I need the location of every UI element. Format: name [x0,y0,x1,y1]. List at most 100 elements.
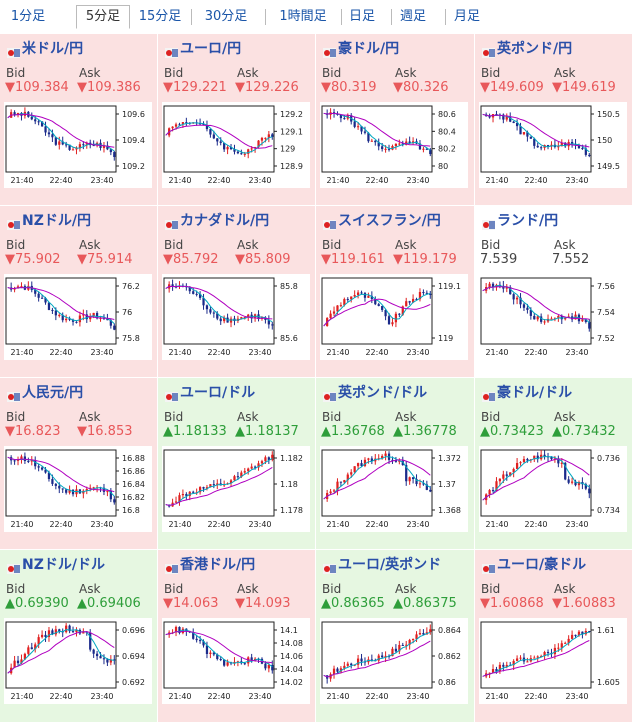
pair-panel[interactable]: NZドル/円 Bid Ask ▼75.902 ▼75.914 76.2 76 75.8 21:4… [0,206,158,378]
candle [267,319,270,325]
candle [58,314,61,316]
tab-7[interactable]: 月足 [453,9,480,24]
price-chart[interactable]: 76.2 76 75.8 21:40 22:40 23:40 [4,274,152,360]
pair-title[interactable]: 米ドル/円 [22,41,84,57]
price-chart[interactable]: 0.736 0.734 21:40 22:40 23:40 [479,446,627,532]
price-chart[interactable]: 109.6 109.4 109.2 21:40 22:40 23:40 [4,102,152,188]
candle [546,652,550,654]
price-chart[interactable]: 150.5 150 149.5 21:40 22:40 23:40 [479,102,627,188]
eu-gb-flag-icon [323,559,336,574]
down-arrow-icon: ▼ [321,80,331,95]
pair-panel[interactable]: ユーロ/円 Bid Ask ▼129.221 ▼129.226 129.2 129.1 129… [158,34,316,206]
up-arrow-icon: ▲ [235,424,245,439]
pair-title[interactable]: 香港ドル/円 [180,557,256,573]
candle [560,462,563,464]
candle [61,488,64,490]
candle [195,638,198,641]
candle [54,310,57,316]
nz-us-flag-icon [7,559,20,574]
pair-title[interactable]: ユーロ/豪ドル [497,557,587,573]
tab-6[interactable]: 週足 [399,9,426,24]
down-arrow-icon: ▼ [393,252,403,267]
pair-panel[interactable]: カナダドル/円 Bid Ask ▼85.792 ▼85.809 85.8 85.6 21:40… [158,206,316,378]
candle [44,126,47,133]
y-tick-label: 85.8 [280,282,298,291]
pair-panel[interactable]: スイスフラン/円 Bid Ask ▼119.161 ▼119.179 119.1 119 21… [316,206,475,378]
x-tick-label: 23:40 [90,348,113,357]
tab-2[interactable]: 15分足 [138,9,182,24]
candle [192,491,195,493]
tab-5[interactable]: 日足 [348,9,375,24]
pair-title[interactable]: 英ポンド/円 [497,41,573,57]
pair-panel[interactable]: ユーロ/豪ドル Bid Ask ▼1.60868 ▼1.60883 1.61 1.605 21… [475,550,633,723]
candle [415,479,418,485]
price-chart[interactable]: 80.6 80.4 80.2 80 21:40 22:40 23:40 [320,102,468,188]
price-chart[interactable]: 85.8 85.6 21:40 22:40 23:40 [162,274,310,360]
pair-title[interactable]: 人民元/円 [22,385,84,401]
pair-panel[interactable]: 人民元/円 Bid Ask ▼16.823 ▼16.853 16.88 16.86 16.84… [0,378,158,550]
candle [95,653,99,657]
up-arrow-icon: ▲ [5,596,15,611]
price-chart[interactable]: 14.1 14.08 14.06 14.04 14.02 21:40 22:40 23:40 [162,618,310,704]
bid-value: ▲0.86365 [321,596,385,611]
pair-panel[interactable]: ユーロ/ドル Bid Ask ▲1.18133 ▲1.18137 1.182 1.18 1.1… [158,378,316,550]
tab-1[interactable]: 5分足 [76,5,130,29]
pair-title[interactable]: 豪ドル/円 [338,41,400,57]
pair-title[interactable]: ユーロ/円 [180,41,242,57]
candle [540,316,543,322]
candle [30,460,33,462]
candle [23,653,27,660]
pair-title[interactable]: NZドル/円 [22,213,91,229]
tab-0[interactable]: 1分足 [10,9,46,24]
y-tick-label: 129.1 [280,127,303,136]
pair-title[interactable]: ユーロ/英ポンド [338,557,442,573]
price-chart[interactable]: 7.56 7.54 7.52 21:40 22:40 23:40 [479,274,627,360]
price-chart[interactable]: 1.182 1.18 1.178 21:40 22:40 23:40 [162,446,310,532]
candle [418,483,422,485]
pair-panel[interactable]: 香港ドル/円 Bid Ask ▼14.063 ▼14.093 14.1 14.08 14.06… [158,550,316,723]
price-chart[interactable]: 1.61 1.605 21:40 22:40 23:40 [479,618,627,704]
candle [491,668,495,673]
price-chart[interactable]: 129.2 129.1 129 128.9 21:40 22:40 23:40 [162,102,310,188]
pair-panel[interactable]: 豪ドル/円 Bid Ask ▼80.319 ▼80.326 80.6 80.4 80.2 80 2… [316,34,475,206]
pair-panel[interactable]: 英ポンド/ドル Bid Ask ▲1.36768 ▲1.36778 1.372 1.37 1.… [316,378,475,550]
tab-3[interactable]: 30分足 [204,9,248,24]
pair-panel[interactable]: 英ポンド/円 Bid Ask ▼149.609 ▼149.619 150.5 150 149.… [475,34,633,206]
pair-panel[interactable]: 豪ドル/ドル Bid Ask ▲0.73423 ▲0.73432 0.736 0.734 21… [475,378,633,550]
candle [577,631,581,636]
candle [216,483,219,486]
y-tick-label: 7.56 [597,282,615,291]
pair-panel[interactable]: ランド/円 Bid Ask 7.539 7.552 7.56 7.54 7.52 21:40 22… [475,206,633,378]
pair-panel[interactable]: ユーロ/英ポンド Bid Ask ▲0.86365 ▲0.86375 0.864 0.862… [316,550,475,723]
pair-title[interactable]: ユーロ/ドル [180,385,256,401]
candle [233,661,236,664]
y-tick-label: 1.37 [438,480,456,489]
pair-title[interactable]: スイスフラン/円 [338,213,441,229]
pair-title[interactable]: ランド/円 [497,213,559,229]
price-chart[interactable]: 119.1 119 21:40 22:40 23:40 [320,274,468,360]
candle [391,322,394,325]
candle [509,287,512,295]
y-tick-label: 1.182 [280,454,303,463]
price-chart[interactable]: 1.372 1.37 1.368 21:40 22:40 23:40 [320,446,468,532]
pair-title[interactable]: NZドル/ドル [22,557,105,573]
candle [408,301,411,303]
price-chart[interactable]: 16.88 16.86 16.84 16.82 16.8 21:40 22:40 23:40 [4,446,152,532]
candle [65,625,68,633]
pair-panel[interactable]: 米ドル/円 Bid Ask ▼109.384 ▼109.386 109.6 109.4 109… [0,34,158,206]
bid-label: Bid [322,238,342,252]
ask-price: 75.914 [87,252,133,267]
candle [226,147,229,150]
candle [543,652,546,657]
price-chart[interactable]: 0.696 0.694 0.692 21:40 22:40 23:40 [4,618,152,704]
x-tick-label: 23:40 [248,348,271,357]
candle [588,154,591,156]
candle [260,137,264,141]
pair-title[interactable]: カナダドル/円 [180,213,270,229]
pair-panel[interactable]: NZドル/ドル Bid Ask ▲0.69390 ▲0.69406 0.696 0.694 0… [0,550,158,723]
tab-4[interactable]: 1時間足 [279,9,327,24]
pair-title[interactable]: 英ポンド/ドル [338,385,428,401]
price-chart[interactable]: 0.864 0.862 0.86 21:40 22:40 23:40 [320,618,468,704]
pair-title[interactable]: 豪ドル/ドル [497,385,573,401]
candle [106,145,109,150]
